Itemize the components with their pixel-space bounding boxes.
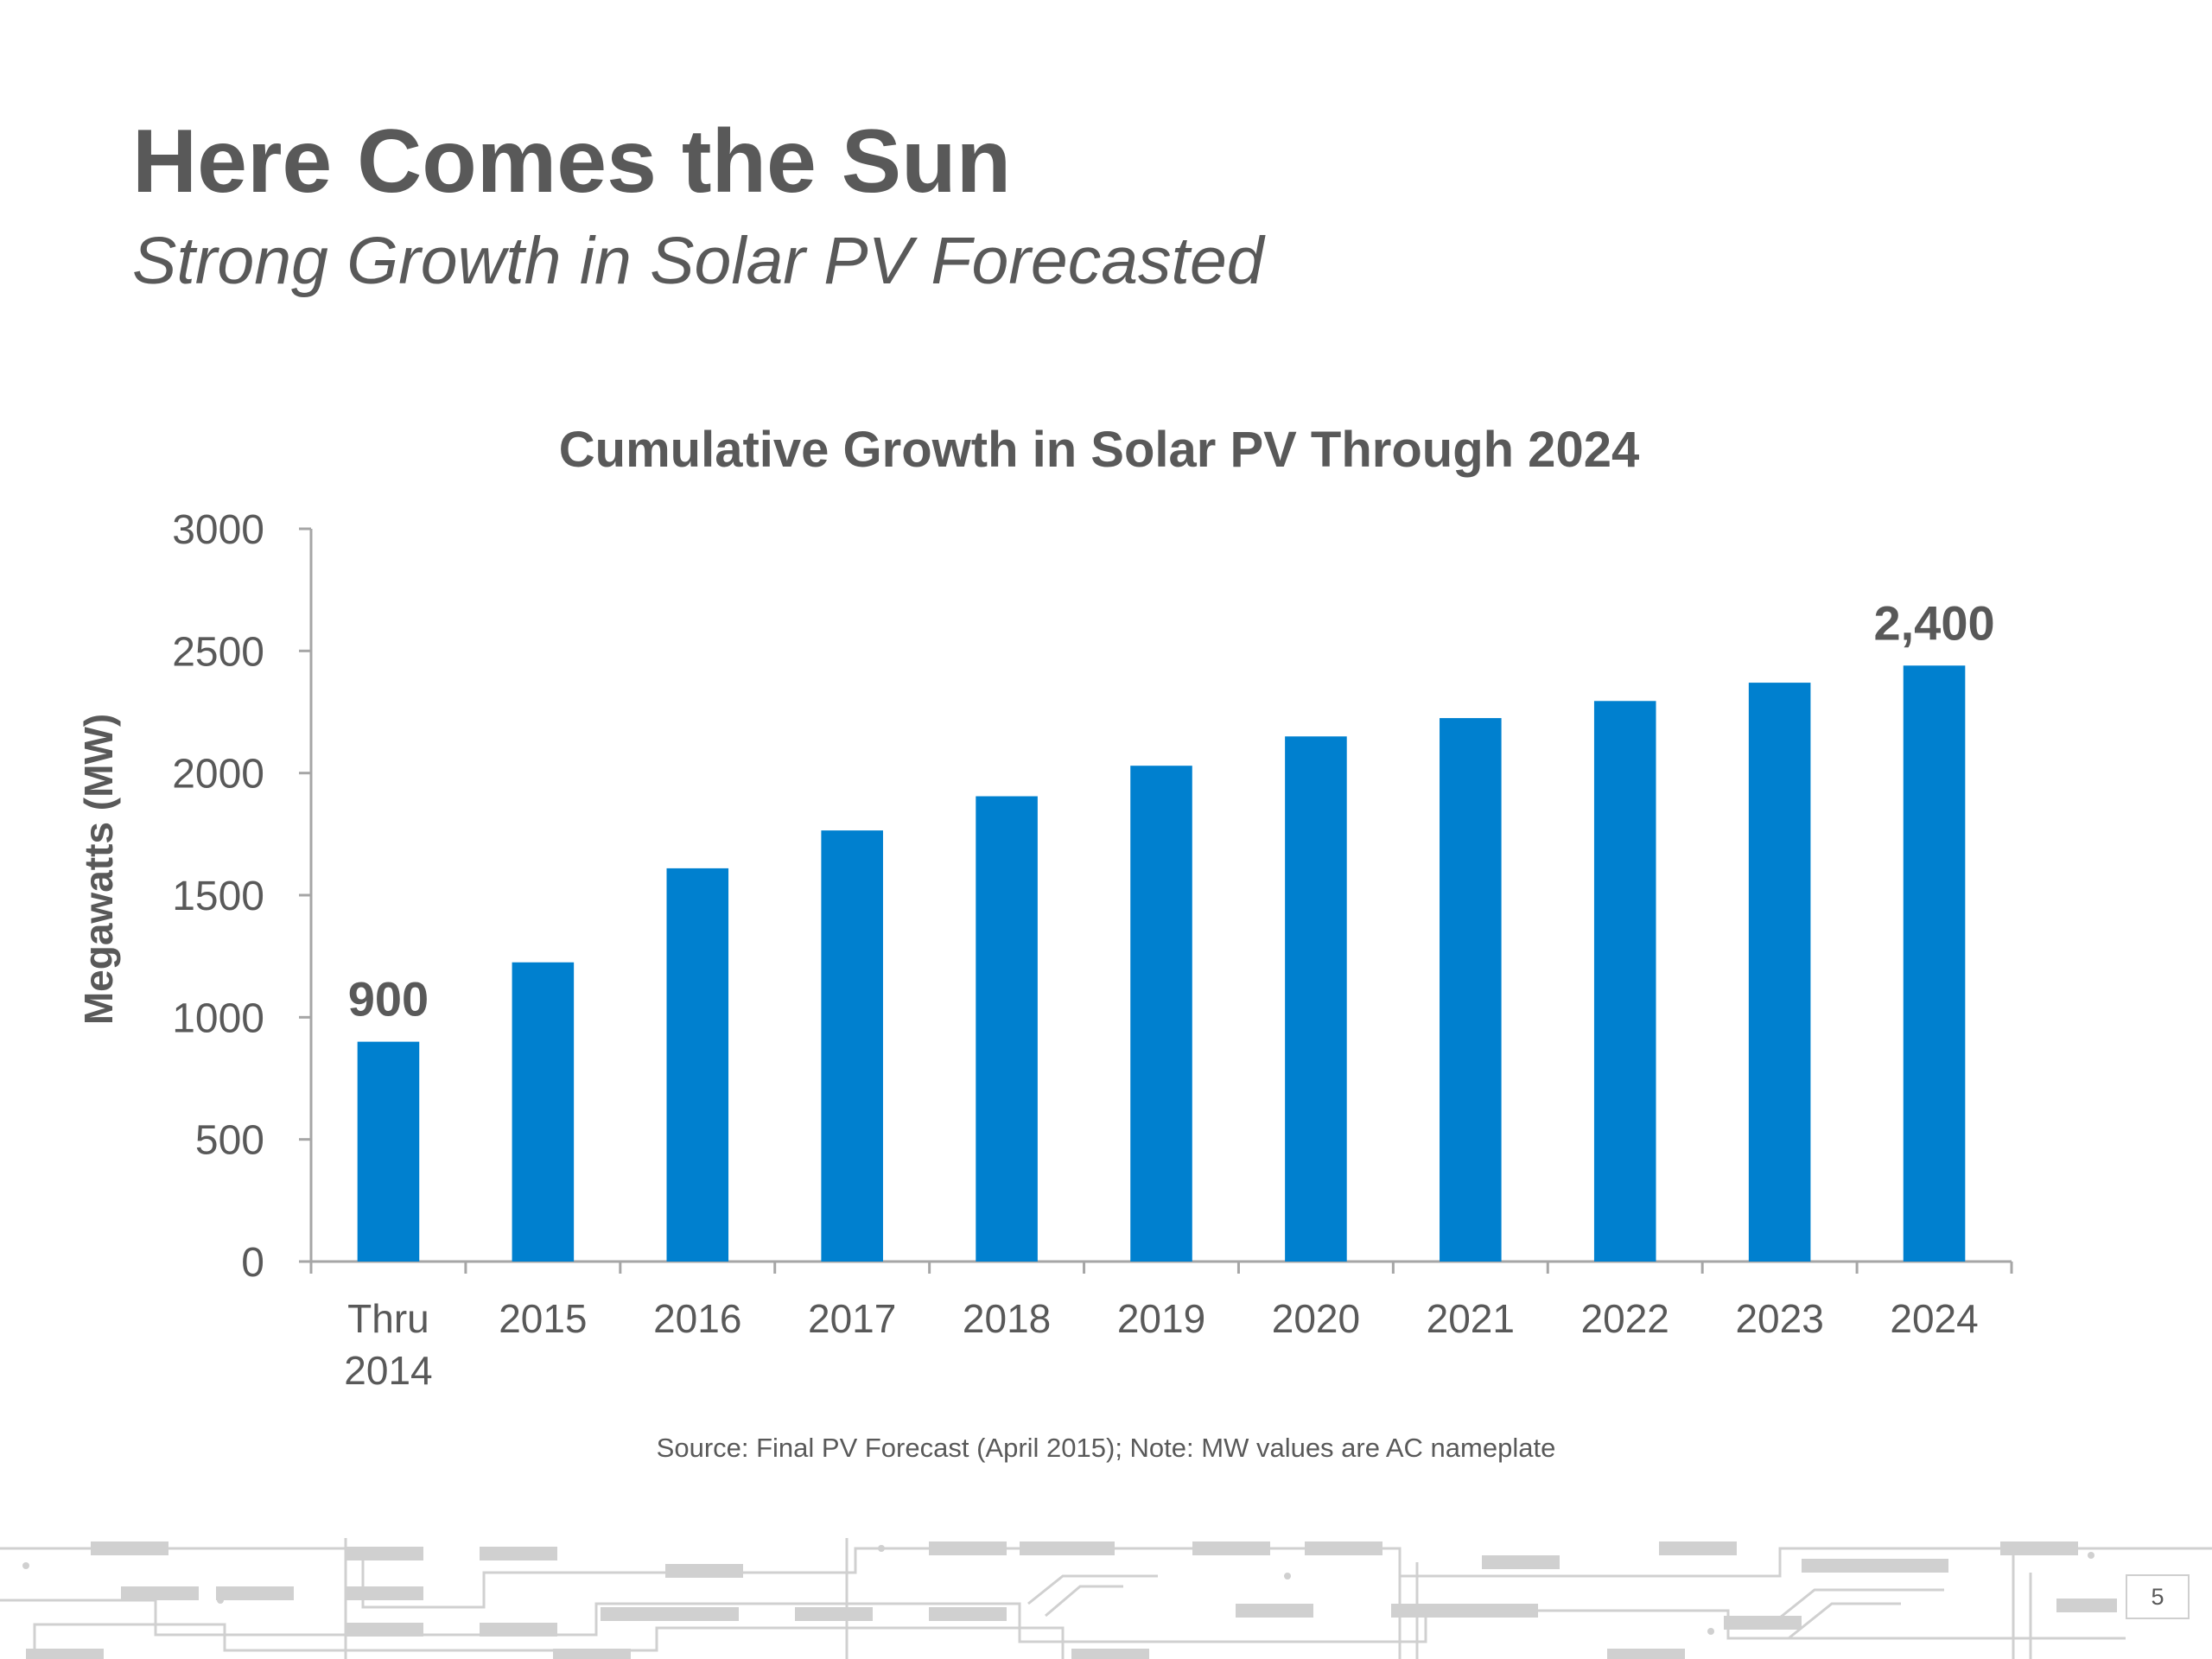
bar (1130, 766, 1192, 1262)
y-tick-label: 3000 (172, 507, 264, 553)
y-tick-label: 500 (195, 1118, 264, 1164)
bar (512, 962, 575, 1262)
bar (666, 868, 729, 1262)
bar-chart: Cumulative Growth in Solar PV Through 20… (76, 422, 2013, 1393)
y-tick-label: 2000 (172, 752, 264, 798)
bar (821, 830, 883, 1262)
data-label: 900 (348, 972, 429, 1027)
bar (357, 1041, 420, 1262)
source-note: Source: Final PV Forecast (April 2015); … (656, 1433, 1556, 1463)
data-label: 2,400 (1873, 595, 1994, 650)
x-tick-label: 2014 (344, 1348, 432, 1393)
y-tick-label: 0 (241, 1240, 264, 1286)
x-tick-label: 2020 (1272, 1296, 1360, 1341)
page-number: 5 (2126, 1574, 2190, 1619)
x-tick-label: 2023 (1735, 1296, 1823, 1341)
y-axis-label: Megawatts (MW) (76, 714, 121, 1025)
x-tick-label: 2019 (1117, 1296, 1205, 1341)
x-tick-label: 2021 (1427, 1296, 1515, 1341)
bar (1285, 736, 1347, 1262)
circuit-board-decoration (0, 1538, 2212, 1659)
x-tick-label: 2017 (808, 1296, 896, 1341)
y-tick-label: 2500 (172, 629, 264, 675)
x-tick-label: 2024 (1890, 1296, 1978, 1341)
y-tick-label: 1000 (172, 995, 264, 1041)
bar (1593, 701, 1656, 1262)
bar (1748, 683, 1811, 1262)
bar (1440, 718, 1502, 1262)
x-tick-label: Thru (347, 1296, 429, 1341)
x-tick-label: 2015 (499, 1296, 587, 1341)
chart-title: Cumulative Growth in Solar PV Through 20… (559, 422, 1639, 478)
x-tick-label: 2016 (653, 1296, 741, 1341)
slide-title: Here Comes the Sun (132, 111, 1012, 212)
x-tick-label: 2018 (963, 1296, 1051, 1341)
bar (1903, 665, 1966, 1262)
bar (976, 796, 1038, 1262)
slide-subtitle: Strong Growth in Solar PV Forecasted (132, 224, 1264, 298)
x-tick-label: 2022 (1581, 1296, 1669, 1341)
y-tick-label: 1500 (172, 874, 264, 919)
